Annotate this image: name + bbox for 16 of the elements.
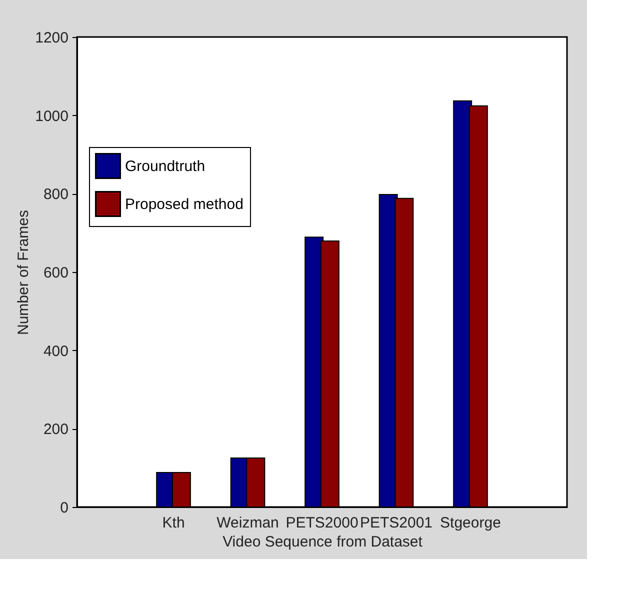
- y-tick-label: 200: [43, 421, 68, 438]
- x-tick-label: Kth: [162, 514, 185, 532]
- x-tick-label: Weizman: [216, 514, 279, 532]
- legend-label: Groundtruth: [125, 158, 206, 175]
- x-axis-title: Video Sequence from Dataset: [222, 534, 424, 550]
- legend-label: Proposed method: [125, 196, 244, 213]
- y-axis-title: Number of Frames: [15, 210, 32, 336]
- y-tick-label: 1200: [35, 30, 68, 46]
- x-tick-label: PETS2001: [360, 514, 433, 532]
- y-tick-label: 1000: [35, 108, 68, 125]
- y-tick-label: 600: [43, 264, 68, 282]
- y-tick-label: 0: [60, 500, 68, 516]
- y-tick-label: 400: [43, 342, 68, 360]
- x-tick-label: PETS2000: [286, 514, 358, 532]
- y-tick-label: 800: [43, 186, 68, 204]
- x-tick-label: Stgeorge: [440, 514, 501, 532]
